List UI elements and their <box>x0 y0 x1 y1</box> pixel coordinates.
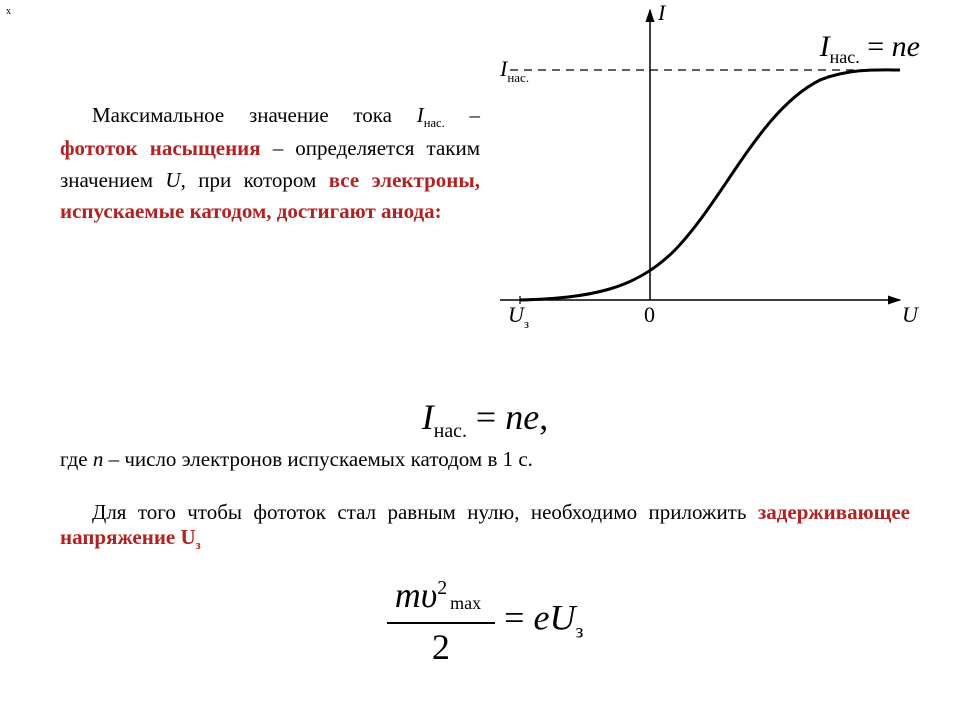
p2-a: где <box>60 447 93 471</box>
eq1-comma: , <box>539 397 548 437</box>
eq2-sup2: 2 <box>437 577 447 599</box>
eq2-e: e <box>533 597 549 637</box>
svg-text:I: I <box>657 0 667 25</box>
svg-text:0: 0 <box>644 302 655 327</box>
p1-I-sym: I <box>417 103 424 127</box>
eq2-submax: max <box>450 593 481 613</box>
geq-ne: ne <box>892 30 920 63</box>
eq2-eq: = <box>504 597 533 637</box>
equation-1: Iнас. = ne, <box>60 396 910 443</box>
geq-eq: = <box>867 30 891 63</box>
eq2-ups: υ <box>421 575 438 615</box>
p1-text-d: , при котором <box>181 168 329 192</box>
geq-I: I <box>820 30 830 63</box>
eq2-m: m <box>395 575 421 615</box>
p3-red-sub: з <box>196 538 201 552</box>
svg-text:Uз: Uз <box>508 302 529 331</box>
eq1-ne: ne <box>505 397 539 437</box>
paragraph-3: Для того чтобы фототок стал равным нулю,… <box>60 500 910 553</box>
equation-2: mυ2 max 2 = eUз <box>60 574 910 668</box>
content-area: Максимальное значение тока Iнас. – фотот… <box>0 0 960 688</box>
svg-text:U: U <box>902 302 920 327</box>
graph-container: I U 0 Uз Iнас. Iнас. = ne <box>480 0 920 340</box>
eq1-eq: = <box>476 397 505 437</box>
eq2-U: U <box>549 597 575 637</box>
p2-b: – число электронов испускаемых катодом в… <box>103 447 533 471</box>
paragraph-2: где n – число электронов испускаемых кат… <box>60 447 910 472</box>
p1-red1: фототок насыщения <box>60 136 261 160</box>
p3-a: Для того чтобы фототок стал равным нулю,… <box>92 500 758 524</box>
eq2-den: 2 <box>387 624 495 668</box>
p1-dash: – <box>445 103 480 127</box>
p1-I-sub: нас. <box>424 116 445 130</box>
graph-equation: Iнас. = ne <box>820 30 920 68</box>
p2-n: n <box>93 447 104 471</box>
svg-text:Iнас.: Iнас. <box>499 56 529 85</box>
eq2-fraction: mυ2 max 2 <box>387 574 495 668</box>
p1-text-a: Максимальное значение тока <box>92 103 417 127</box>
eq2-subz: з <box>575 621 583 643</box>
p1-U-sym: U <box>165 168 180 192</box>
paragraph-1: Максимальное значение тока Iнас. – фотот… <box>60 100 480 228</box>
eq1-I: I <box>422 397 434 437</box>
geq-sub: нас. <box>830 47 860 67</box>
x-marker: x <box>6 6 11 17</box>
eq1-sub: нас. <box>434 420 467 442</box>
